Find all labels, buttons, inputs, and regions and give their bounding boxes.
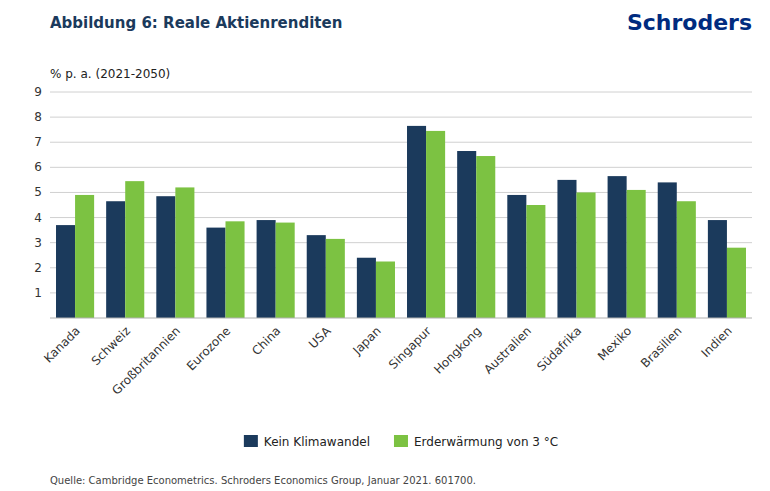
x-tick-label: Japan	[349, 324, 383, 358]
bar	[106, 201, 125, 318]
bar	[727, 248, 746, 318]
bar	[276, 223, 295, 318]
x-tick-label: Mexiko	[595, 324, 634, 363]
series-0	[56, 126, 727, 318]
legend-label: Erderwärmung von 3 °C	[414, 435, 558, 449]
bar	[175, 187, 194, 318]
bar	[326, 239, 345, 318]
legend: Kein Klimawandel Erderwärmung von 3 °C	[244, 435, 558, 449]
x-tick-label: Großbritannien	[109, 324, 183, 398]
grid-line	[50, 267, 752, 268]
bar	[627, 190, 646, 318]
bar	[507, 195, 526, 318]
bar	[257, 220, 276, 318]
bar	[376, 262, 395, 319]
x-tick-label: Südafrika	[534, 324, 584, 374]
x-tick-label: Brasilien	[638, 324, 685, 371]
x-axis-line	[50, 318, 752, 319]
y-tick-label: 3	[34, 236, 42, 250]
x-tick-label: Eurozone	[184, 324, 233, 373]
bar	[226, 221, 245, 318]
bar	[708, 220, 727, 318]
x-tick-label: USA	[306, 323, 334, 351]
x-axis: KanadaSchweizGroßbritannienEurozone China…	[41, 323, 735, 397]
chart: Abbildung 6: Reale Aktienrenditen Schrode…	[0, 0, 770, 491]
bar	[658, 182, 677, 318]
bar	[407, 126, 426, 318]
bar	[557, 180, 576, 318]
x-tick-label: China	[249, 324, 283, 358]
y-tick-label: 5	[34, 185, 42, 199]
series-1	[75, 131, 746, 318]
bar	[476, 156, 495, 318]
bar	[426, 131, 445, 318]
legend-label: Kein Klimawandel	[264, 435, 370, 449]
bars	[56, 126, 746, 318]
grid-line	[50, 217, 752, 218]
x-tick-label: Australien	[481, 324, 534, 377]
bar	[307, 235, 326, 318]
y-axis: 1 2 3 4 5 6 7 8 9	[34, 85, 42, 300]
x-tick-label: Singapur	[386, 324, 434, 372]
logo-text: Schroders	[627, 10, 752, 35]
bar	[357, 258, 376, 318]
bar	[526, 205, 545, 318]
grid-line	[50, 292, 752, 293]
source-text: Quelle: Cambridge Econometrics. Schroder…	[50, 475, 476, 486]
y-tick-label: 9	[34, 85, 42, 99]
bar	[206, 228, 225, 318]
grid-line	[50, 242, 752, 243]
grid-line	[50, 92, 752, 93]
bar	[457, 151, 476, 318]
bar	[577, 192, 596, 318]
legend-swatch	[244, 435, 258, 447]
title: Abbildung 6: Reale Aktienrenditen	[50, 14, 342, 32]
x-tick-label: Indien	[699, 324, 735, 360]
y-axis-label: % p. a. (2021-2050)	[50, 67, 170, 81]
grid-line	[50, 117, 752, 118]
y-tick-label: 4	[34, 211, 42, 225]
grid-line	[50, 142, 752, 143]
legend-swatch	[394, 435, 408, 447]
grid-line	[50, 192, 752, 193]
y-tick-label: 6	[34, 160, 42, 174]
grid	[50, 92, 752, 293]
y-tick-label: 8	[34, 110, 42, 124]
bar	[608, 176, 627, 318]
x-tick-label: Hongkong	[431, 324, 484, 377]
x-tick-label: Kanada	[41, 324, 83, 366]
y-tick-label: 1	[34, 286, 42, 300]
bar	[125, 181, 144, 318]
bar	[56, 225, 75, 318]
x-tick-label: Schweiz	[89, 324, 133, 368]
bar	[75, 195, 94, 318]
bar	[677, 201, 696, 318]
grid-line	[50, 167, 752, 168]
y-tick-label: 2	[34, 261, 42, 275]
bar	[156, 196, 175, 318]
y-tick-label: 7	[34, 135, 42, 149]
